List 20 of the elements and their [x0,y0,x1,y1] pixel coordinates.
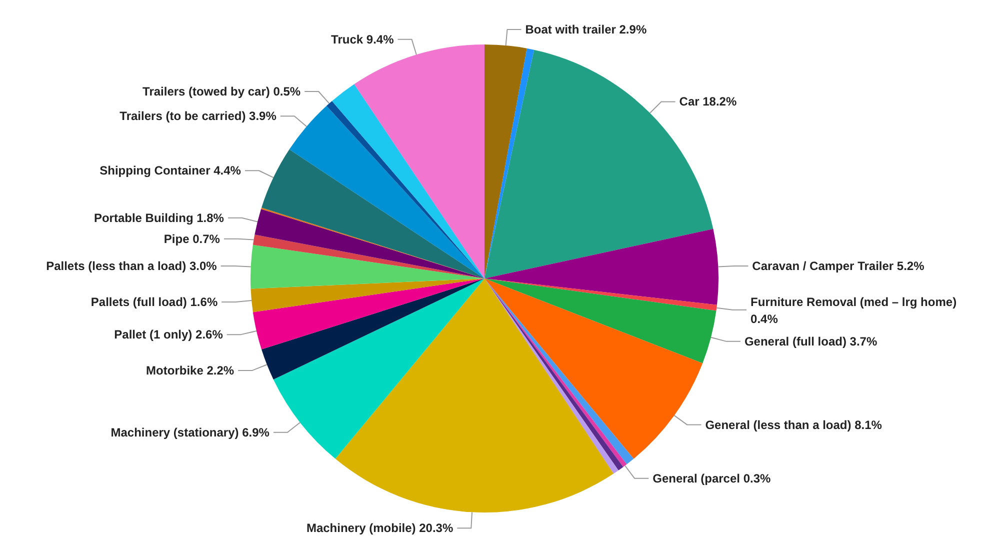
slice-label: Caravan / Camper Trailer 5.2% [752,258,925,273]
slice-label: General (less than a load) 8.1% [705,418,882,432]
slice-label: Portable Building 1.8% [94,210,224,225]
slice-label: Machinery (mobile) 20.3% [306,521,454,536]
slice-label: Truck 9.4% [331,32,394,46]
slice-label: Trailers (towed by car) 0.5% [142,84,301,98]
slice-label: Shipping Container 4.4% [100,164,242,178]
data-label: 0.4% [750,312,778,326]
slice-label: Car 18.2% [679,94,737,109]
slice-label: Pipe 0.7% [164,232,220,246]
slice-label: General (full load) 3.7% [744,334,878,348]
slice-label: Furniture Removal (med – lrg home) [750,294,957,309]
slice-label: Pallets (less than a load) 3.0% [46,258,218,273]
slice-label: General (parcel 0.3% [652,471,771,486]
slice-label: Trailers (to be carried) 3.9% [120,109,277,124]
slice-label: Motorbike 2.2% [146,364,234,378]
slice-label: Machinery (stationary) 6.9% [110,425,270,440]
slice-label: Boat with trailer 2.9% [525,22,647,37]
slice-label: Pallets (full load) 1.6% [90,295,218,310]
slice-label: Pallet (1 only) 2.6% [114,328,224,342]
